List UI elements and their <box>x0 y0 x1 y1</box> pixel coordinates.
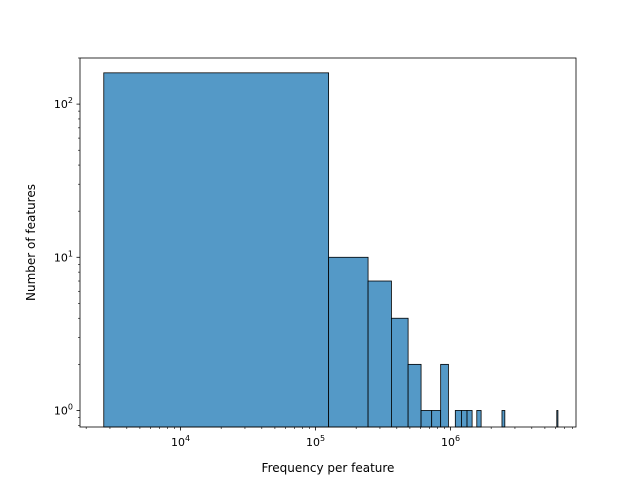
histogram-bar <box>431 410 442 428</box>
histogram-bar <box>454 410 462 428</box>
histogram-bar <box>407 363 422 428</box>
histogram-bar <box>440 363 449 428</box>
y-axis-label: Number of features <box>24 184 38 301</box>
histogram-bar <box>328 256 369 428</box>
y-tick-label: 101 <box>54 249 73 264</box>
histogram-bar <box>420 410 433 428</box>
histogram-bar <box>461 410 468 428</box>
x-tick-label: 106 <box>441 434 460 449</box>
y-tick-label: 100 <box>54 402 73 417</box>
x-tick-label: 105 <box>306 434 325 449</box>
histogram-bar <box>501 410 506 428</box>
x-axis-ticks: 104 105 106 <box>85 427 573 449</box>
plot-area-frame <box>79 57 577 428</box>
histogram-bar <box>466 410 473 428</box>
histogram-bar <box>103 72 330 428</box>
y-axis-ticks: 100 101 102 <box>54 57 80 426</box>
x-axis-label: Frequency per feature <box>262 461 395 475</box>
x-tick-label: 104 <box>171 434 190 449</box>
histogram-bar <box>391 317 409 428</box>
histogram-bar <box>367 280 392 428</box>
histogram-bar <box>556 410 559 428</box>
bars-group <box>103 72 559 428</box>
y-tick-label: 102 <box>54 96 73 111</box>
histogram-bar <box>476 410 482 428</box>
